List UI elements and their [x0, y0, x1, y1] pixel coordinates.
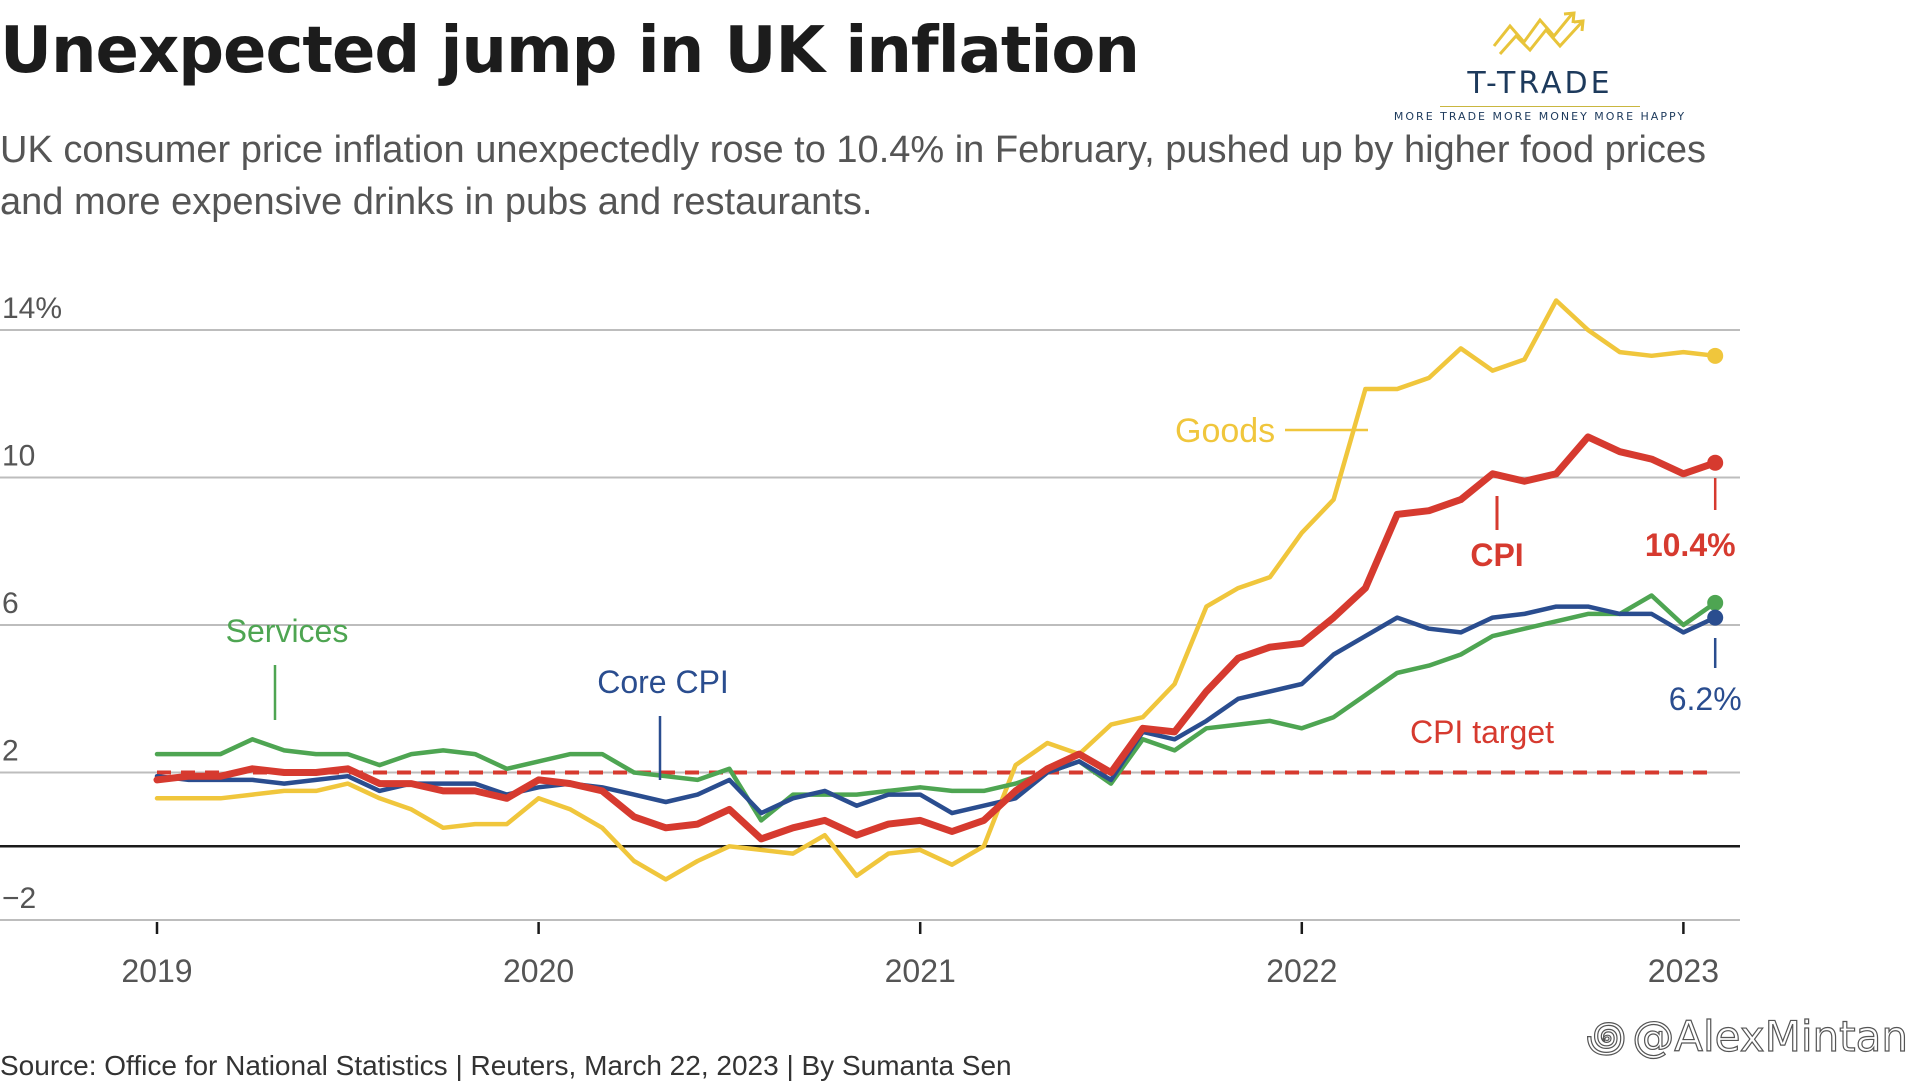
chart-subtitle: UK consumer price inflation unexpectedly… — [0, 129, 1707, 223]
t-trade-logo: T-TRADE MORE TRADE MORE MONEY MORE HAPPY — [1380, 6, 1700, 124]
goods-label: Goods — [1175, 412, 1275, 450]
endpoint-dot-core-cpi — [1707, 609, 1724, 626]
logo-divider — [1440, 106, 1640, 107]
x-tick-label: 2023 — [1648, 953, 1719, 989]
services-label: Services — [226, 613, 349, 649]
chart-title: Unexpected jump in UK inflation — [0, 14, 1140, 88]
core-cpi-label: Core CPI — [597, 664, 729, 700]
x-tick-label: 2022 — [1266, 953, 1337, 989]
y-tick-label: 6 — [2, 587, 19, 620]
core-end-value-label: 6.2% — [1669, 681, 1742, 717]
series-line-goods — [154, 298, 1718, 882]
endpoint-dot-cpi — [1707, 454, 1724, 471]
cpi-end-value-label: 10.4% — [1645, 527, 1736, 563]
series-line-services — [154, 593, 1718, 823]
inflation-line-chart: 14% 10 6 2 −2 2019 2020 2021 2022 2023 Goods CPI 10.… — [0, 292, 1742, 989]
y-tick-label: −2 — [2, 882, 36, 915]
cpi-target-label: CPI target — [1410, 714, 1554, 750]
y-tick-label: 14% — [2, 292, 62, 325]
series-line-cpi — [153, 433, 1719, 843]
endpoint-dot-services — [1707, 594, 1724, 611]
cpi-label: CPI — [1470, 537, 1523, 573]
watermark: ꩜ @AlexMintan — [1586, 1004, 1909, 1066]
trend-arrows-icon — [1492, 11, 1585, 55]
y-tick-label: 10 — [2, 440, 35, 473]
x-tick-label: 2020 — [503, 953, 574, 989]
x-tick-label: 2019 — [121, 953, 192, 989]
source-note: Source: Office for National Statistics |… — [0, 1050, 1012, 1081]
x-tick-label: 2021 — [885, 953, 956, 989]
watermark-text: @AlexMintan — [1632, 1011, 1909, 1061]
endpoint-dot-goods — [1707, 347, 1724, 364]
logo-tagline: MORE TRADE MORE MONEY MORE HAPPY — [1393, 110, 1687, 123]
logo-name: T-TRADE — [1467, 66, 1613, 101]
y-tick-label: 2 — [2, 735, 19, 768]
weibo-icon: ꩜ — [1586, 1011, 1627, 1061]
